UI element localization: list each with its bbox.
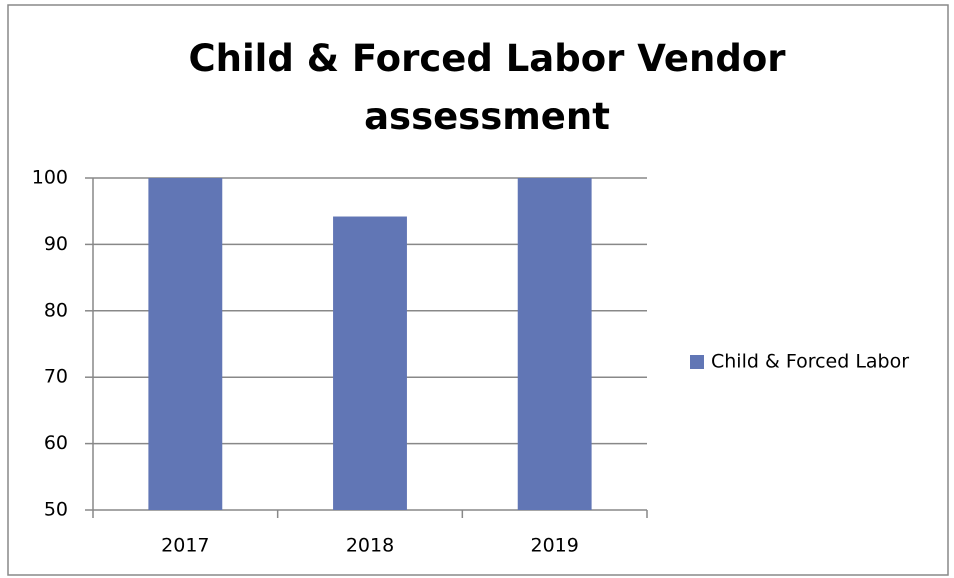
chart-title: Child & Forced Labor Vendor assessment xyxy=(188,37,786,138)
x-tick-label: 2018 xyxy=(346,535,394,557)
x-tick-label: 2017 xyxy=(161,535,209,557)
legend-label: Child & Forced Labor xyxy=(711,351,909,373)
legend-swatch xyxy=(690,355,704,369)
y-tick-label: 80 xyxy=(44,299,68,321)
bar xyxy=(333,216,407,510)
y-tick-label: 70 xyxy=(44,366,68,388)
y-tick-label: 100 xyxy=(32,167,68,189)
y-tick-label: 50 xyxy=(44,499,68,521)
y-tick-label: 90 xyxy=(44,233,68,255)
bar xyxy=(148,178,223,510)
bar xyxy=(517,178,592,510)
x-tick-label: 2019 xyxy=(530,535,578,557)
y-tick-label: 60 xyxy=(44,432,68,454)
